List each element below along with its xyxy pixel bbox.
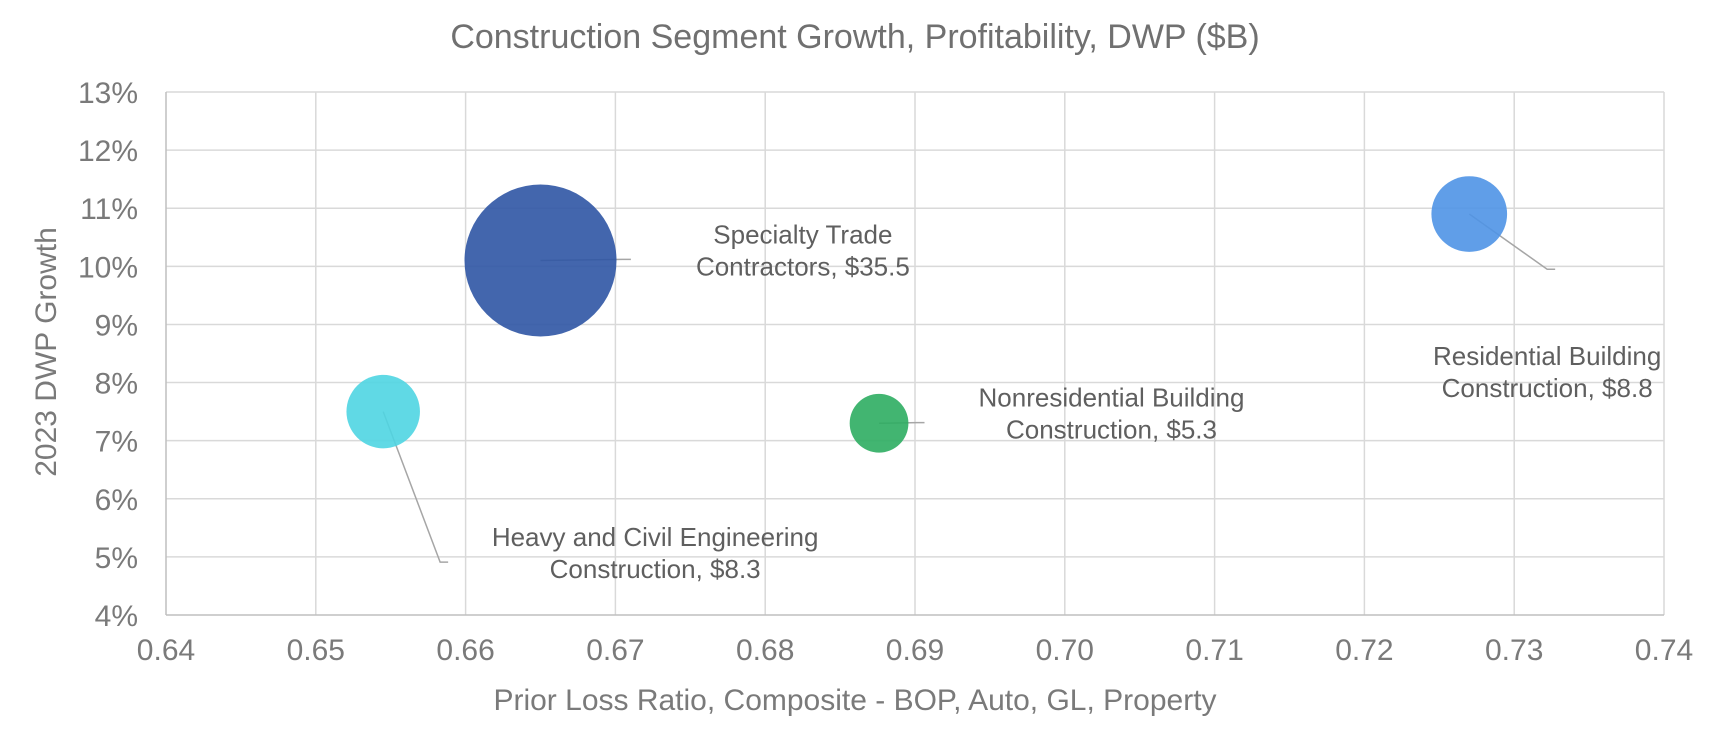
chart-title: Construction Segment Growth, Profitabili…: [450, 18, 1259, 56]
bubble-label-line: Heavy and Civil Engineering: [492, 522, 819, 552]
leader-line: [382, 411, 449, 563]
x-tick-label: 0.71: [1185, 634, 1243, 667]
bubble-label: Specialty Trade Contractors, $35.5: [696, 219, 910, 281]
y-tick-label: 9%: [95, 309, 138, 342]
bubble-label-line: Contractors, $35.5: [696, 251, 910, 281]
bubble: Specialty Trade Contractors: [464, 184, 617, 337]
y-tick-label: 8%: [95, 368, 138, 401]
y-tick-label: 12%: [78, 135, 138, 168]
bubble-label: Heavy and Civil Engineering Construction,…: [492, 522, 819, 584]
x-tick-label: 0.66: [436, 634, 494, 667]
bubble-label-line: Construction, $5.3: [1006, 415, 1217, 445]
y-tick-label: 13%: [78, 77, 138, 110]
axes: 0.64 0.65 0.66 0.67 0.68 0.69 0.70 0.71 0.72 0.73…: [78, 77, 1693, 667]
x-axis-title: Prior Loss Ratio, Composite - BOP, Auto,…: [493, 684, 1216, 717]
x-tick-label: 0.64: [137, 634, 195, 667]
x-tick-label: 0.73: [1485, 634, 1543, 667]
x-tick-label: 0.70: [1036, 634, 1094, 667]
bubble-label-line: Specialty Trade: [713, 219, 892, 249]
bubble: Nonresidential Building Construction: [849, 393, 909, 453]
bubble-label: Residential Building Construction, $8.8: [1433, 341, 1661, 403]
y-tick-label: 6%: [95, 484, 138, 517]
bubble: Residential Building Construction: [1431, 176, 1508, 252]
y-tick-label: 10%: [78, 251, 138, 284]
y-tick-label: 4%: [95, 600, 138, 633]
x-tick-label: 0.69: [886, 634, 944, 667]
x-tick-label: 0.74: [1635, 634, 1693, 667]
x-tick-label: 0.68: [736, 634, 794, 667]
y-axis-title: 2023 DWP Growth: [30, 227, 63, 477]
y-tick-label: 11%: [80, 193, 138, 226]
bubbles: Specialty Trade Contractors Heavy and Civ…: [346, 176, 1508, 453]
y-tick-label: 7%: [95, 426, 138, 459]
bubble-label-line: Nonresidential Building: [979, 383, 1245, 413]
bubble: Heavy and Civil Engineering Construction: [346, 374, 420, 449]
bubble-label-line: Residential Building: [1433, 341, 1661, 371]
bubble-label-line: Construction, $8.8: [1442, 373, 1653, 403]
x-tick-label: 0.65: [287, 634, 345, 667]
bubble-labels: Specialty Trade Contractors, $35.5 Heavy a…: [492, 219, 1662, 584]
bubble-label-line: Construction, $8.3: [550, 554, 761, 584]
y-tick-label: 5%: [95, 542, 138, 575]
bubble-label: Nonresidential Building Construction, $5.…: [979, 383, 1245, 445]
x-tick-label: 0.72: [1335, 634, 1393, 667]
x-tick-label: 0.67: [586, 634, 644, 667]
